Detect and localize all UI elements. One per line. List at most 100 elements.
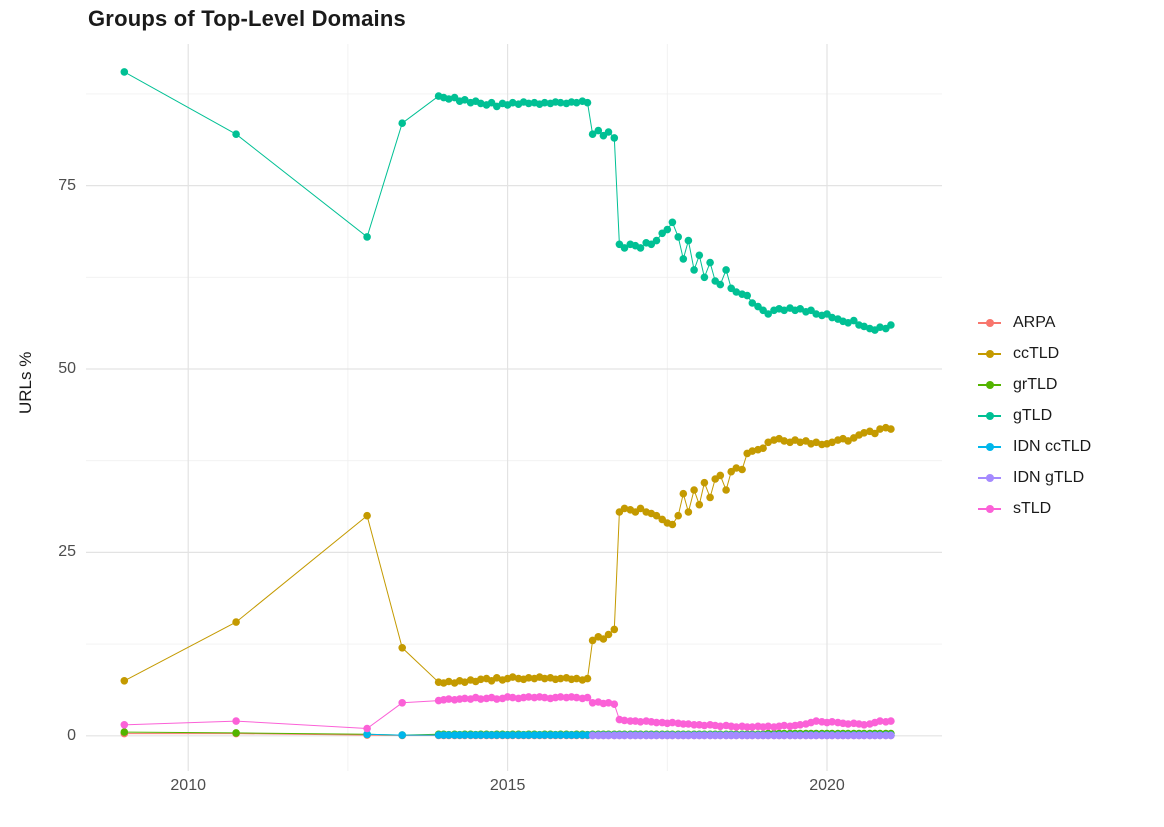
legend-key-icon [978, 471, 1001, 485]
data-point-idn-gtld [764, 731, 772, 740]
data-point-stld [796, 721, 804, 729]
data-point-stld [398, 699, 407, 707]
data-point-cctld [477, 675, 485, 684]
data-point-gtld [748, 299, 757, 307]
data-point-cctld [572, 674, 581, 683]
data-point-stld [636, 718, 645, 726]
data-point-idn-cctld [461, 731, 469, 739]
data-point-stld [445, 695, 453, 703]
data-point-stld [732, 723, 741, 731]
data-point-stld [716, 722, 725, 731]
data-point-stld [477, 695, 485, 703]
data-point-gtld [796, 305, 804, 313]
data-point-gtld [690, 266, 698, 274]
data-point-stld [583, 693, 592, 702]
data-point-idn-gtld [732, 731, 741, 740]
data-point-cctld [690, 486, 698, 494]
data-point-gtld [620, 244, 629, 252]
data-point-gtld [844, 319, 852, 327]
legend: ARPA ccTLD grTLD gTLD IDN ccTLD IDN gTLD sTLD [978, 314, 1091, 518]
data-point-cctld [796, 438, 804, 447]
data-point-cctld [695, 500, 704, 509]
data-point-gtld [572, 98, 581, 107]
data-point-idn-cctld [493, 731, 501, 739]
data-point-gtld [398, 119, 407, 127]
data-point-gtld [477, 99, 485, 108]
data-point-stld [232, 717, 240, 725]
data-point-idn-gtld [876, 731, 884, 740]
data-point-stld [887, 717, 895, 725]
data-point-idn-gtld [684, 731, 693, 740]
data-point-gtld [508, 98, 517, 107]
data-point-idn-gtld [812, 731, 820, 740]
data-point-stld [540, 693, 549, 702]
data-point-stld [844, 720, 852, 728]
data-point-idn-gtld [647, 731, 656, 740]
data-point-idn-gtld [620, 731, 629, 740]
data-point-cctld [871, 429, 879, 438]
data-point-cctld [700, 478, 709, 487]
data-point-gtld [540, 98, 549, 107]
data-point-cctld [887, 425, 895, 433]
legend-item-idn-gtld: IDN gTLD [978, 469, 1091, 487]
data-point-idn-gtld [807, 731, 815, 740]
data-point-cctld [738, 465, 746, 474]
data-point-gtld [812, 310, 820, 318]
data-point-cctld [610, 625, 619, 634]
data-point-stld [556, 693, 565, 701]
data-point-cctld [636, 504, 645, 513]
data-point-cctld [780, 437, 788, 445]
data-point-gtld [828, 313, 836, 322]
legend-label: gTLD [1013, 407, 1053, 424]
data-point-stld [780, 721, 788, 730]
data-point-stld [493, 695, 501, 703]
data-point-idn-cctld [524, 731, 533, 739]
data-point-gtld [695, 251, 704, 260]
data-point-stld [610, 700, 619, 708]
data-point-gtld [493, 102, 501, 111]
data-point-cctld [668, 520, 677, 529]
data-point-cctld [674, 511, 682, 520]
data-point-gtld [461, 96, 469, 104]
y-tick-label: 25 [58, 543, 76, 561]
data-point-gtld [636, 244, 645, 252]
data-point-stld [812, 717, 820, 725]
data-point-stld [876, 717, 884, 725]
data-point-idn-gtld [828, 731, 836, 740]
data-point-cctld [583, 674, 592, 683]
data-point-idn-gtld [690, 731, 698, 740]
data-point-gtld [120, 68, 129, 76]
legend-item-cctld: ccTLD [978, 345, 1091, 363]
data-point-gtld [706, 258, 714, 267]
legend-key-icon [978, 409, 1001, 423]
x-tick-label: 2010 [170, 777, 206, 794]
legend-key-icon [978, 502, 1001, 516]
data-point-cctld [120, 677, 129, 685]
data-point-idn-gtld [844, 731, 852, 740]
data-point-gtld [722, 266, 730, 274]
legend-label: sTLD [1013, 500, 1052, 517]
data-point-idn-cctld [556, 731, 565, 739]
data-point-idn-cctld [572, 731, 581, 739]
data-point-gtld [556, 98, 565, 107]
data-point-gtld [732, 288, 741, 296]
data-point-grtld [232, 729, 240, 737]
legend-item-gtld: gTLD [978, 407, 1091, 425]
data-point-cctld [398, 644, 407, 652]
data-point-stld [690, 721, 698, 729]
data-point-cctld [732, 464, 741, 472]
data-point-stld [120, 721, 129, 729]
data-point-cctld [759, 444, 767, 453]
data-point-gtld [668, 218, 677, 227]
legend-key-icon [978, 440, 1001, 454]
data-point-idn-gtld [716, 731, 725, 740]
data-point-idn-cctld [398, 731, 407, 739]
data-point-cctld [876, 425, 884, 433]
data-point-cctld [860, 429, 868, 437]
data-point-gtld [652, 236, 661, 245]
data-point-gtld [679, 255, 688, 263]
data-point-idn-cctld [540, 731, 549, 739]
data-point-gtld [445, 95, 453, 103]
data-point-stld [620, 716, 629, 725]
